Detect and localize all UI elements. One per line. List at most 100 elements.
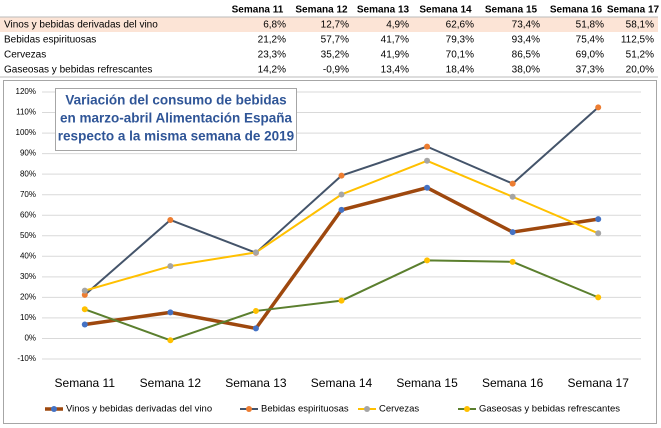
table-cell: 21,2%: [258, 35, 286, 46]
y-tick-label: 10%: [20, 313, 36, 322]
table-cell: 35,2%: [321, 50, 349, 61]
x-tick-label: Semana 11: [55, 376, 116, 390]
legend-label: Gaseosas y bebidas refrescantes: [479, 404, 620, 415]
column-header: Semana 15: [485, 5, 538, 16]
y-tick-label: 40%: [20, 251, 36, 260]
point: [509, 258, 516, 265]
point: [167, 216, 174, 223]
point: [81, 321, 88, 328]
x-tick-label: Semana 14: [311, 376, 373, 390]
point: [167, 263, 174, 270]
column-header: Semana 16: [550, 5, 603, 16]
y-tick-label: 50%: [20, 231, 36, 240]
table-cell: 70,1%: [446, 50, 474, 61]
table-cell: 14,2%: [258, 65, 286, 76]
title-box: [55, 88, 297, 151]
point: [509, 180, 516, 187]
legend-marker: [364, 406, 370, 412]
table-cell: 23,3%: [258, 50, 286, 61]
x-tick-label: Semana 12: [140, 376, 202, 390]
column-header: Semana 12: [295, 5, 348, 16]
row-label: Cervezas: [4, 50, 46, 61]
table-cell: 69,0%: [576, 50, 604, 61]
y-tick-label: -10%: [17, 354, 36, 363]
chart-title: en marzo-abril Alimentación España: [60, 111, 293, 126]
table-cell: 37,3%: [576, 65, 604, 76]
legend-label: Cervezas: [379, 404, 419, 415]
row-label: Vinos y bebidas derivadas del vino: [4, 20, 158, 31]
y-tick-label: 100%: [16, 128, 36, 137]
table-cell: 51,8%: [576, 20, 604, 31]
table-cell: 4,9%: [386, 20, 409, 31]
point: [595, 216, 602, 223]
point: [338, 191, 345, 198]
point: [424, 184, 431, 191]
table-cell: 58,1%: [626, 20, 654, 31]
point: [424, 143, 431, 150]
table-cell: 41,7%: [381, 35, 409, 46]
point: [338, 206, 345, 213]
column-header: Semana 11: [232, 5, 284, 16]
table-cell: 6,8%: [263, 20, 286, 31]
y-tick-label: 70%: [20, 190, 36, 199]
y-tick-label: 80%: [20, 169, 36, 178]
table-cell: 41,9%: [381, 50, 409, 61]
row-label: Gaseosas y bebidas refrescantes: [4, 65, 152, 76]
x-tick-label: Semana 17: [568, 376, 630, 390]
table-cell: 18,4%: [446, 65, 474, 76]
point: [509, 229, 516, 236]
table-cell: 79,3%: [446, 35, 474, 46]
point: [424, 157, 431, 164]
y-tick-label: 30%: [20, 272, 36, 281]
point: [338, 172, 345, 179]
x-tick-label: Semana 15: [396, 376, 458, 390]
legend-marker: [464, 406, 470, 412]
point: [252, 307, 259, 314]
point: [595, 230, 602, 237]
chart-title: respecto a la misma semana de 2019: [58, 129, 294, 144]
table-cell: 13,4%: [381, 65, 409, 76]
table-cell: 51,2%: [626, 50, 654, 61]
table-cell: 75,4%: [576, 35, 604, 46]
legend-marker: [246, 406, 252, 412]
point: [424, 257, 431, 264]
point: [595, 104, 602, 111]
point: [595, 294, 602, 301]
column-header: Semana 14: [419, 5, 472, 16]
table-cell: 62,6%: [446, 20, 474, 31]
table-cell: 112,5%: [621, 35, 654, 46]
legend-marker: [51, 406, 57, 412]
point: [81, 306, 88, 313]
table-cell: 57,7%: [321, 35, 349, 46]
y-tick-label: 110%: [16, 108, 36, 117]
highlight-row: [0, 17, 658, 32]
point: [81, 291, 88, 298]
point: [252, 249, 259, 256]
x-tick-label: Semana 16: [482, 376, 544, 390]
point: [252, 325, 259, 332]
table-cell: 86,5%: [512, 50, 540, 61]
chart-title: Variación del consumo de bebidas: [65, 93, 286, 108]
point: [81, 287, 88, 294]
x-tick-label: Semana 13: [225, 376, 287, 390]
table-cell: 12,7%: [321, 20, 349, 31]
table-cell: 73,4%: [512, 20, 540, 31]
point: [167, 309, 174, 316]
point: [338, 297, 345, 304]
y-tick-label: 90%: [20, 149, 36, 158]
table-cell: -0,9%: [323, 65, 349, 76]
point: [167, 337, 174, 344]
legend-label: Bebidas espirituosas: [261, 404, 349, 415]
column-header: Semana 17: [607, 5, 660, 16]
table-cell: 93,4%: [512, 35, 540, 46]
y-tick-label: 20%: [20, 292, 36, 301]
y-tick-label: 60%: [20, 210, 36, 219]
y-tick-label: 0%: [24, 334, 36, 343]
row-label: Bebidas espirituosas: [4, 35, 96, 46]
column-header: Semana 13: [357, 5, 410, 16]
y-tick-label: 120%: [16, 87, 36, 96]
table-cell: 20,0%: [626, 65, 654, 76]
table-cell: 38,0%: [512, 65, 540, 76]
legend-label: Vinos y bebidas derivadas del vino: [66, 404, 212, 415]
